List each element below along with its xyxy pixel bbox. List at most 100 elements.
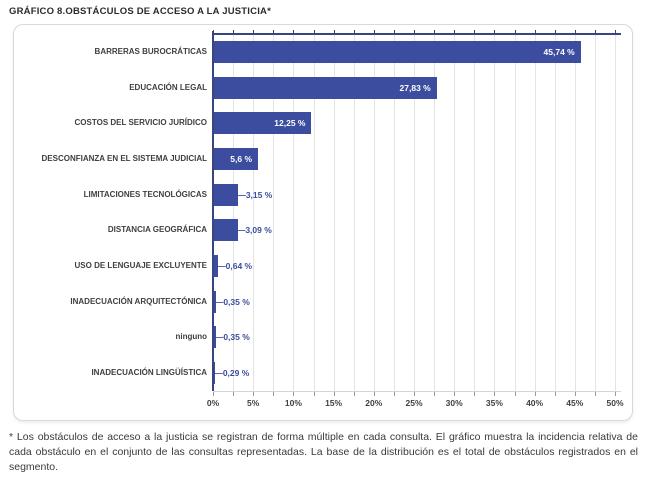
- category-label: COSTOS DEL SERVICIO JURÍDICO: [74, 118, 207, 128]
- x-axis-minor-tick: [494, 30, 496, 33]
- category-label: LIMITACIONES TECNOLÓGICAS: [83, 189, 207, 199]
- bar: [213, 183, 239, 206]
- bar: [213, 219, 238, 242]
- category-label: EDUCACIÓN LEGAL: [129, 82, 207, 92]
- x-axis-tick: [574, 392, 576, 396]
- x-axis-tick: [373, 392, 375, 396]
- x-tick-label: 20%: [365, 398, 383, 408]
- value-label: 45,74 %: [543, 46, 575, 57]
- gridline: [313, 34, 315, 391]
- value-label: 27,83 %: [399, 82, 431, 93]
- x-axis-tick: [333, 392, 335, 396]
- category-label: BARRERAS BUROCRÁTICAS: [94, 46, 207, 56]
- x-tick-label: 35%: [485, 398, 503, 408]
- x-axis-tick: [514, 392, 516, 396]
- category-label: ninguno: [175, 332, 207, 342]
- x-axis-minor-tick: [514, 30, 516, 33]
- x-axis-tick: [414, 392, 415, 396]
- gridline: [393, 34, 395, 391]
- x-axis-minor-tick: [393, 30, 395, 33]
- value-label: 12,25 %: [274, 118, 306, 129]
- x-axis-minor-tick: [213, 30, 214, 33]
- gridline: [454, 34, 456, 391]
- x-axis-tick: [454, 392, 456, 396]
- x-axis-minor-tick: [434, 30, 436, 33]
- x-axis-tick: [393, 392, 395, 396]
- footnote: * Los obstáculos de acceso a la justicia…: [9, 431, 638, 473]
- x-axis-tick: [233, 392, 235, 396]
- gridline: [293, 34, 295, 391]
- y-axis-line: [212, 31, 214, 391]
- gridline: [615, 34, 616, 391]
- x-tick-label: 45%: [566, 398, 584, 408]
- category-label: USO DE LENGUAJE EXCLUYENTE: [74, 261, 207, 271]
- x-axis-tick: [594, 392, 596, 396]
- bar: [213, 362, 216, 385]
- gridline: [514, 34, 516, 391]
- x-axis-minor-tick: [474, 30, 476, 33]
- gridline: [253, 34, 255, 391]
- x-axis-minor-tick: [353, 30, 355, 33]
- x-axis-minor-tick: [293, 30, 295, 33]
- x-axis-tick: [273, 392, 275, 396]
- x-axis-minor-tick: [615, 30, 616, 33]
- bar: [213, 290, 216, 313]
- gridline: [594, 34, 596, 391]
- category-label: INADECUACIÓN LINGÜÍSTICA: [91, 368, 207, 378]
- gridline: [233, 34, 235, 391]
- chart-panel: BARRERAS BUROCRÁTICAS 45,74 % EDUCACIÓN LE…: [13, 24, 633, 421]
- x-axis-tick: [434, 392, 436, 396]
- x-axis-tick: [534, 392, 536, 396]
- x-axis-minor-tick: [333, 30, 335, 33]
- x-axis-tick: [494, 392, 496, 396]
- x-tick-label: 0%: [206, 398, 220, 408]
- x-axis-tick: [293, 392, 295, 396]
- x-axis-bottom-line: [213, 391, 621, 392]
- bar: [213, 112, 312, 135]
- category-label: INADECUACIÓN ARQUITECTÓNICA: [70, 296, 207, 306]
- x-tick-label: 40%: [526, 398, 544, 408]
- gridline: [273, 34, 275, 391]
- bar: [213, 147, 259, 170]
- x-axis-minor-tick: [273, 30, 275, 33]
- gridline: [373, 34, 375, 391]
- x-axis-minor-tick: [313, 30, 315, 33]
- x-axis-tick: [313, 392, 315, 396]
- x-axis-tick: [615, 392, 616, 396]
- x-tick-label: 10%: [284, 398, 302, 408]
- x-axis-minor-tick: [554, 30, 556, 33]
- category-label: DISTANCIA GEOGRÁFICA: [107, 225, 207, 235]
- x-axis-tick: [554, 392, 556, 396]
- gridline: [474, 34, 476, 391]
- x-tick-label: 25%: [405, 398, 423, 408]
- x-axis-minor-tick: [534, 30, 536, 33]
- gridline: [534, 34, 536, 391]
- gridline: [494, 34, 496, 391]
- value-label: —0,64 %: [217, 261, 253, 272]
- gridline: [574, 34, 576, 391]
- bar: [213, 326, 216, 349]
- value-label: —0,29 %: [214, 368, 250, 379]
- bar: [213, 40, 581, 63]
- x-axis-tick: [353, 392, 355, 396]
- gridline: [434, 34, 436, 391]
- value-label: —0,35 %: [214, 332, 250, 343]
- bar: [213, 255, 219, 278]
- gridline: [554, 34, 556, 391]
- x-tick-label: 30%: [445, 398, 463, 408]
- x-axis-minor-tick: [594, 30, 596, 33]
- x-axis-tick: [213, 392, 214, 396]
- x-tick-label: 50%: [606, 398, 624, 408]
- x-tick-label: 5%: [247, 398, 260, 408]
- gridline: [333, 34, 335, 391]
- value-label: —3,09 %: [236, 225, 272, 236]
- x-axis-top-line: [213, 33, 621, 35]
- value-label: 5,6 %: [230, 153, 253, 164]
- x-axis-minor-tick: [253, 30, 255, 33]
- x-axis-minor-tick: [574, 30, 576, 33]
- value-label: —0,35 %: [214, 296, 250, 307]
- bar: [213, 76, 437, 99]
- gridline: [414, 34, 415, 391]
- chart-title: GRÁFICO 8.OBSTÁCULOS DE ACCESO A LA JUST…: [9, 6, 271, 17]
